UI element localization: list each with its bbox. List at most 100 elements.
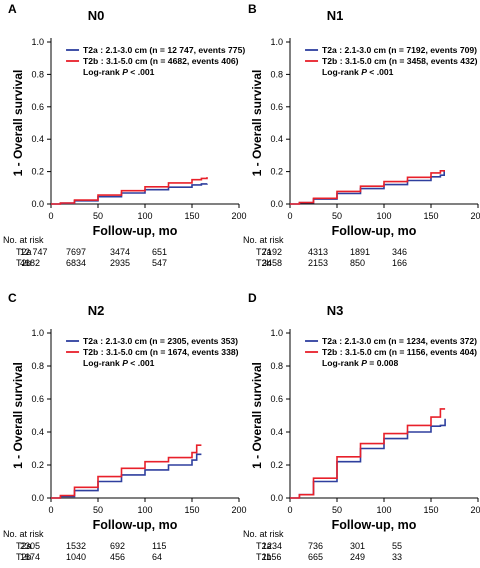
- pvalue-symbol: P: [361, 358, 367, 368]
- x-tick-label: 0: [287, 211, 292, 221]
- series-line-t2b: [51, 444, 202, 499]
- risk-value: 301: [350, 541, 365, 551]
- legend-entry: T2a : 2.1-3.0 cm (n = 7192, events 709): [322, 45, 477, 55]
- y-tick-label: 1.0: [270, 37, 283, 47]
- legend-entry: T2b : 3.1-5.0 cm (n = 1674, events 338): [83, 347, 239, 357]
- x-axis-label: Follow-up, mo: [93, 224, 178, 238]
- y-tick-label: 0.8: [31, 69, 44, 79]
- risk-value: 7697: [66, 247, 86, 257]
- risk-table-header: No. at risk: [3, 529, 44, 539]
- pvalue-text: Log-rank P < .001: [83, 358, 155, 368]
- series-line-t2b: [51, 177, 208, 205]
- risk-value: 1674: [20, 552, 40, 562]
- x-tick-label: 100: [376, 211, 391, 221]
- x-tick-label: 150: [184, 211, 199, 221]
- risk-value: 3458: [262, 258, 282, 268]
- y-tick-label: 0.2: [31, 460, 44, 470]
- risk-value: 1532: [66, 541, 86, 551]
- risk-row-label: T2b: [16, 552, 32, 562]
- risk-value: 3474: [110, 247, 130, 257]
- risk-row-label: T2a: [16, 247, 32, 257]
- panel-a: A N0 0.0 0.2 0.4 0.6 0.8 1.0 0 50 100 150 200 1 - Ove…: [3, 2, 247, 268]
- y-tick-label: 0.2: [31, 167, 44, 177]
- pvalue-prefix: Log-rank: [83, 67, 122, 77]
- panel-letter: C: [8, 291, 17, 305]
- risk-value: 55: [392, 541, 402, 551]
- y-tick-label: 1.0: [270, 328, 283, 338]
- panel-title: N3: [327, 303, 344, 318]
- pvalue-symbol: P: [122, 358, 128, 368]
- y-axis-label: 1 - Overall survival: [250, 70, 264, 177]
- y-tick-label: 0.4: [270, 427, 283, 437]
- x-tick-label: 50: [93, 505, 103, 515]
- y-tick-label: 0.0: [31, 493, 44, 503]
- x-tick-label: 0: [48, 505, 53, 515]
- x-tick-label: 50: [332, 211, 342, 221]
- pvalue-suffix: = 0.008: [367, 358, 399, 368]
- series-line-t2b: [290, 170, 445, 205]
- y-tick-label: 0.0: [270, 199, 283, 209]
- risk-value: 1156: [262, 552, 281, 562]
- legend-entry: T2b : 3.1-5.0 cm (n = 1156, events 404): [322, 347, 477, 357]
- y-tick-label: 0.6: [31, 102, 44, 112]
- risk-value: 64: [152, 552, 162, 562]
- risk-value: 6834: [66, 258, 86, 268]
- pvalue-prefix: Log-rank: [83, 358, 122, 368]
- x-axis-label: Follow-up, mo: [332, 518, 417, 532]
- y-axis-label: 1 - Overall survival: [11, 70, 25, 177]
- x-tick-label: 150: [423, 505, 438, 515]
- risk-value: 115: [152, 541, 166, 551]
- pvalue-symbol: P: [361, 67, 367, 77]
- legend-entry: T2b : 3.1-5.0 cm (n = 4682, events 406): [83, 56, 239, 66]
- y-tick-label: 0.0: [31, 199, 44, 209]
- pvalue-prefix: Log-rank: [322, 358, 361, 368]
- x-tick-label: 0: [48, 211, 53, 221]
- x-tick-label: 200: [470, 211, 480, 221]
- series-line-t2b: [290, 408, 446, 499]
- risk-table-header: No. at risk: [3, 235, 44, 245]
- y-tick-label: 1.0: [31, 37, 44, 47]
- x-tick-label: 100: [137, 211, 152, 221]
- risk-value: 692: [110, 541, 125, 551]
- risk-value: 346: [392, 247, 407, 257]
- x-tick-label: 200: [231, 505, 246, 515]
- panel-title: N1: [327, 8, 344, 23]
- risk-value: 1040: [66, 552, 86, 562]
- y-tick-label: 0.2: [270, 167, 283, 177]
- x-axis-label: Follow-up, mo: [332, 224, 417, 238]
- y-tick-label: 0.0: [270, 493, 283, 503]
- panel-title: N2: [88, 303, 105, 318]
- risk-value: 456: [110, 552, 125, 562]
- y-tick-label: 0.8: [270, 361, 283, 371]
- risk-table-header: No. at risk: [243, 529, 284, 539]
- risk-row-label: T2b: [16, 258, 32, 268]
- panel-title: N0: [88, 8, 105, 23]
- risk-row-label: T2a: [256, 247, 272, 257]
- risk-row-label: T2a: [16, 541, 32, 551]
- risk-row-label: T2b: [256, 552, 272, 562]
- pvalue-suffix: < .001: [128, 67, 155, 77]
- risk-value: 166: [392, 258, 407, 268]
- x-tick-label: 150: [184, 505, 199, 515]
- x-tick-label: 150: [423, 211, 438, 221]
- y-axis-label: 1 - Overall survival: [11, 362, 25, 469]
- panel-b: B N1 0.0 0.2 0.4 0.6 0.8 1.0 0 50 100 150 200 1 - Ove…: [243, 2, 480, 268]
- x-tick-label: 100: [376, 505, 391, 515]
- panel-letter: A: [8, 2, 17, 16]
- x-tick-label: 200: [231, 211, 246, 221]
- y-tick-label: 0.6: [31, 394, 44, 404]
- risk-value: 651: [152, 247, 167, 257]
- x-tick-label: 50: [93, 211, 103, 221]
- x-tick-label: 0: [287, 505, 292, 515]
- x-tick-label: 100: [137, 505, 152, 515]
- risk-value: 1234: [262, 541, 282, 551]
- risk-value: 2935: [110, 258, 130, 268]
- y-tick-label: 0.6: [270, 102, 283, 112]
- y-tick-label: 0.8: [270, 69, 283, 79]
- x-tick-label: 200: [470, 505, 480, 515]
- risk-value: 7192: [262, 247, 282, 257]
- y-tick-label: 0.4: [31, 427, 44, 437]
- y-tick-label: 0.2: [270, 460, 283, 470]
- risk-value: 1891: [350, 247, 370, 257]
